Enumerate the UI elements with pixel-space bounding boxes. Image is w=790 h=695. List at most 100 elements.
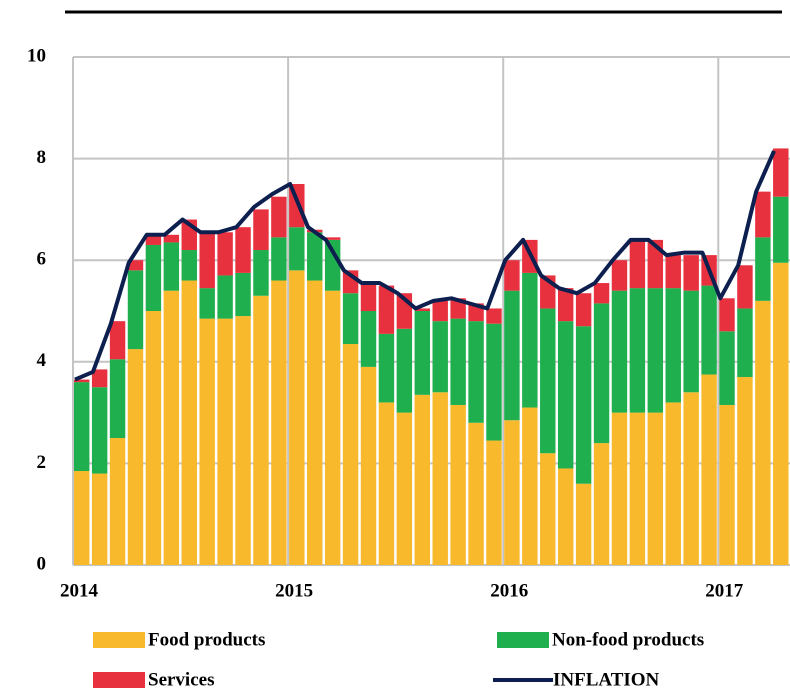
bar-segment [414, 311, 430, 395]
bar-segment [755, 191, 771, 238]
bar-segment [432, 300, 448, 322]
bar-segment [665, 288, 681, 403]
bar-segment [145, 244, 162, 311]
y-tick-label: 2 [37, 452, 47, 473]
bar-segment [74, 382, 90, 472]
bar-segment [91, 387, 108, 474]
bar-segment [701, 285, 717, 375]
bar-segment [557, 288, 574, 322]
bar-segment [199, 288, 215, 319]
legend-swatch [93, 672, 145, 688]
bar-segment [109, 438, 126, 565]
bar-segment [629, 288, 646, 413]
bar-segment [719, 404, 735, 565]
bar-segment [127, 349, 144, 565]
bar-segment [575, 326, 592, 484]
bar-segment [324, 239, 341, 291]
grid [72, 56, 790, 566]
bar-segment [665, 402, 681, 565]
bar-segment [414, 308, 430, 311]
bar-segment [378, 333, 395, 403]
x-tick-label: 2016 [490, 580, 528, 601]
bar-segment [217, 275, 233, 319]
y-tick-label: 10 [27, 45, 46, 66]
bar-segment [432, 321, 448, 393]
bar-segment [755, 237, 771, 301]
bar-segment [755, 300, 771, 565]
bar-segment [450, 318, 466, 405]
bar-segment [199, 318, 215, 565]
bar-segment [611, 290, 628, 413]
legend-swatch [93, 632, 145, 648]
bar-segment [253, 250, 269, 296]
legend-label: Services [148, 669, 214, 690]
bar-segment [486, 440, 502, 565]
y-tick-label: 4 [37, 350, 47, 371]
bar-segment [271, 280, 287, 565]
bar-segment [432, 392, 448, 565]
bar-segment [127, 270, 144, 350]
bar-segment [540, 453, 556, 565]
bar-segment [719, 298, 735, 332]
bar-segment [522, 272, 538, 408]
bar-segment [468, 422, 484, 565]
bar-segment [324, 290, 341, 565]
bar-segment [163, 242, 180, 291]
bar-segment [378, 285, 395, 334]
bar-segment [557, 468, 574, 565]
bar-segment [737, 265, 753, 309]
bar-segment [396, 328, 413, 413]
bar-segment [396, 412, 413, 565]
bar-segment [701, 374, 717, 565]
legend-label: Non-food products [552, 629, 704, 650]
bar-segment [253, 209, 269, 251]
labels: 0 2 4 6 8 10 2014 2015 2016 2017 [27, 45, 744, 601]
bar-segment [737, 377, 753, 565]
x-tick-label: 2015 [275, 580, 313, 601]
bar-segment [593, 443, 610, 565]
bar-segment [773, 196, 789, 263]
bar-segment [181, 280, 197, 565]
bar-segment [504, 420, 520, 565]
bar-segment [289, 270, 305, 565]
bar-segment [593, 283, 610, 304]
bar-segment [647, 412, 664, 565]
bar-segment [145, 234, 162, 245]
x-tick-label: 2014 [60, 580, 99, 601]
bar-segment [611, 412, 628, 565]
bar-segment [486, 323, 502, 441]
bar-segment [665, 255, 681, 289]
lines [74, 150, 776, 382]
bar-segment [163, 234, 180, 243]
bar-segment [504, 260, 520, 291]
bar-segment [217, 232, 233, 276]
bar-segment [486, 308, 502, 324]
bar-segment [145, 311, 162, 565]
bar-segment [719, 331, 735, 405]
bar-segment [127, 260, 144, 271]
bar-segment [450, 298, 466, 319]
bar-segment [360, 311, 377, 367]
bar-segment [683, 392, 699, 565]
bar-segment [289, 227, 305, 271]
bar-segment [217, 318, 233, 565]
bar-segment [683, 255, 699, 291]
y-tick-label: 8 [37, 147, 47, 168]
bar-segment [504, 290, 520, 421]
y-tick-label: 6 [37, 249, 47, 270]
inflation-line [74, 150, 776, 382]
bar-segment [181, 250, 197, 281]
bar-segment [91, 473, 108, 565]
bar-segment [360, 283, 377, 311]
bar-segment [307, 280, 323, 565]
bar-segment [414, 394, 430, 565]
bar-segment [575, 293, 592, 327]
bar-segment [468, 321, 484, 423]
bar-segment [647, 239, 664, 289]
bar-segment [683, 290, 699, 393]
bar-segment [74, 471, 90, 565]
x-tick-label: 2017 [705, 580, 744, 601]
bars [74, 148, 789, 565]
